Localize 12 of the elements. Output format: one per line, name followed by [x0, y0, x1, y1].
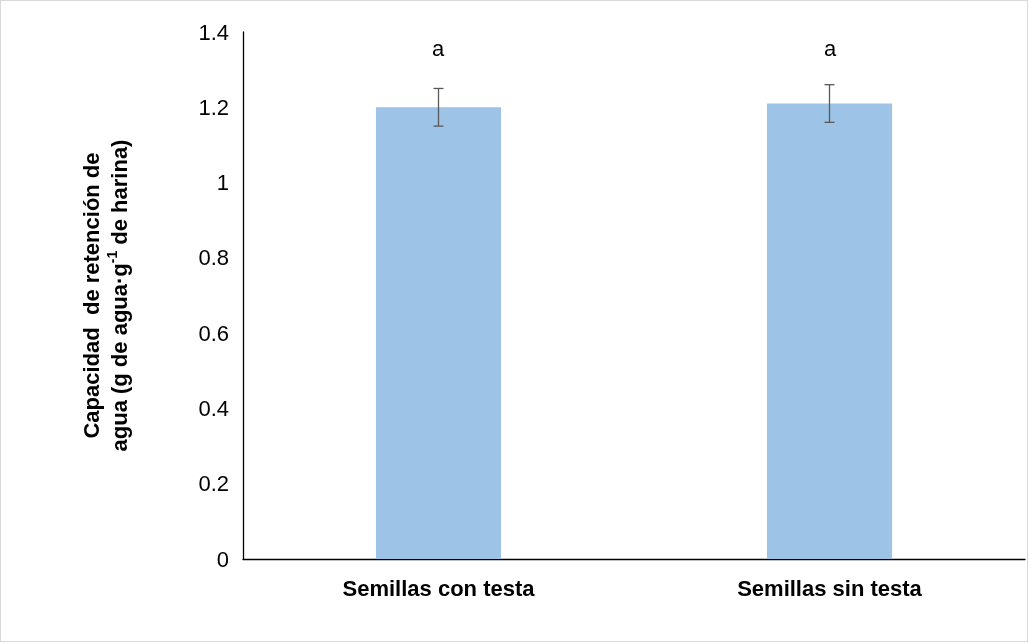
y-tick-label: 1: [216, 170, 229, 196]
y-tick-label: 1.2: [198, 94, 229, 120]
x-tick-label: Semillas sin testa: [737, 575, 923, 601]
y-tick-label: 0.6: [198, 320, 229, 346]
y-tick-label: 0.2: [198, 471, 229, 497]
x-tick-label: Semillas con testa: [342, 575, 536, 601]
annotation: a: [824, 35, 837, 61]
y-tick-label: 1.4: [198, 19, 229, 45]
y-tick-label: 0.4: [198, 395, 229, 421]
y-tick-label: 0: [216, 546, 229, 572]
y-tick-label: 0.8: [198, 245, 229, 271]
annotation: a: [432, 35, 445, 61]
